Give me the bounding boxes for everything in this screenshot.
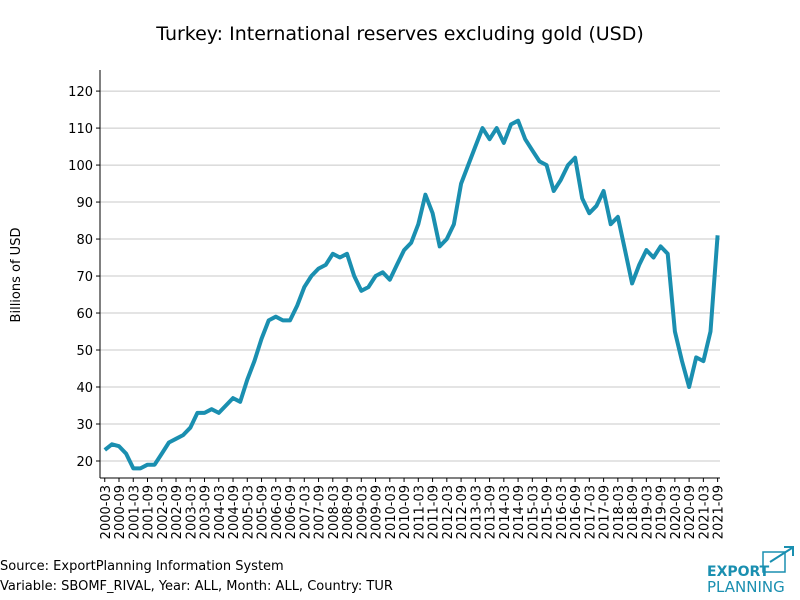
x-tick-label: 2015-03 <box>526 485 541 539</box>
x-tick-label: 2001-03 <box>127 485 142 539</box>
x-tick-label: 2001-09 <box>142 485 157 539</box>
y-tick-label: 40 <box>76 381 93 396</box>
y-tick-label: 110 <box>68 122 93 137</box>
x-tick-label: 2005-03 <box>241 485 256 539</box>
x-tick-label: 2003-09 <box>199 485 214 539</box>
y-tick-label: 70 <box>76 270 93 285</box>
logo-bottom: PLANNING <box>707 578 785 596</box>
y-tick-label: 30 <box>76 418 93 433</box>
y-tick-label: 100 <box>68 159 93 174</box>
logo-arrow <box>769 546 794 563</box>
x-tick-label: 2009-03 <box>355 485 370 539</box>
logo-box <box>762 551 786 573</box>
x-tick-label: 2011-09 <box>427 485 442 539</box>
x-tick-label: 2010-09 <box>398 485 413 539</box>
x-tick-label: 2009-09 <box>370 485 385 539</box>
x-tick-label: 2008-09 <box>341 485 356 539</box>
x-tick-label: 2000-03 <box>99 485 114 539</box>
y-tick-label: 80 <box>76 233 93 248</box>
line-series <box>103 118 720 471</box>
y-tick-label: 90 <box>76 196 93 211</box>
y-tick-label: 120 <box>68 85 93 100</box>
x-tick-label: 2019-03 <box>640 485 655 539</box>
x-tick-label: 2007-03 <box>298 485 313 539</box>
y-tick-label: 50 <box>76 344 93 359</box>
x-tick-label: 2006-03 <box>270 485 285 539</box>
x-tick-label: 2011-03 <box>412 485 427 539</box>
x-tick-label: 2003-03 <box>184 485 199 539</box>
logo: EXPORT PLANNING <box>707 546 794 596</box>
x-tick-label: 2004-03 <box>213 485 228 539</box>
x-tick-label: 2016-03 <box>555 485 570 539</box>
x-tick-label: 2019-09 <box>655 485 670 539</box>
x-tick-label: 2017-09 <box>598 485 613 539</box>
x-tick-label: 2010-03 <box>384 485 399 539</box>
x-tick-label: 2004-09 <box>227 485 242 539</box>
x-tick-label: 2013-09 <box>484 485 499 539</box>
x-tick-label: 2018-03 <box>612 485 627 539</box>
y-tick-label: 20 <box>76 455 93 470</box>
x-tick-label: 2014-09 <box>512 485 527 539</box>
x-tick-label: 2016-09 <box>569 485 584 539</box>
x-tick-label: 2017-03 <box>583 485 598 539</box>
x-tick-label: 2002-09 <box>170 485 185 539</box>
x-tick-label: 2007-09 <box>313 485 328 539</box>
x-tick-label: 2021-03 <box>697 485 712 539</box>
x-tick-label: 2015-09 <box>541 485 556 539</box>
x-tick-label: 2020-03 <box>669 485 684 539</box>
x-tick-label: 2014-03 <box>498 485 513 539</box>
y-tick-label: 60 <box>76 307 93 322</box>
x-tick-label: 2012-03 <box>441 485 456 539</box>
chart-title: Turkey: International reserves excluding… <box>155 23 644 45</box>
x-tick-label: 2013-03 <box>469 485 484 539</box>
x-tick-label: 2012-09 <box>455 485 470 539</box>
x-tick-label: 2000-09 <box>113 485 128 539</box>
source: Source: ExportPlanning Information Syste… <box>0 559 284 574</box>
variable: Variable: SBOMF_RIVAL, Year: ALL, Month:… <box>0 579 393 594</box>
x-tick-label: 2008-03 <box>327 485 342 539</box>
x-tick-label: 2021-09 <box>712 485 727 539</box>
x-tick-label: 2005-09 <box>256 485 271 539</box>
logo-top: EXPORT <box>707 564 770 580</box>
x-tick-label: 2006-09 <box>284 485 299 539</box>
y-axis-label: Billions of USD <box>9 228 24 323</box>
x-tick-label: 2018-09 <box>626 485 641 539</box>
x-tick-label: 2002-03 <box>156 485 171 539</box>
x-tick-label: 2020-09 <box>683 485 698 539</box>
